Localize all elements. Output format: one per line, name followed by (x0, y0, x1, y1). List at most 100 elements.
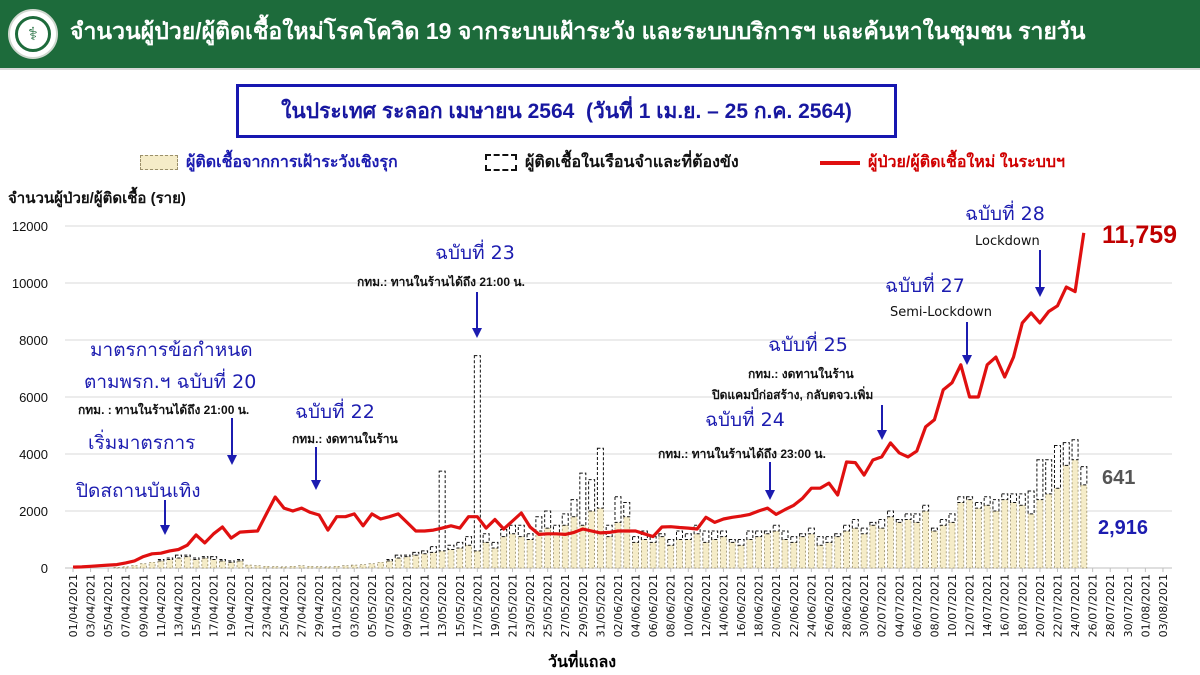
bar-proactive (755, 536, 762, 569)
bar-proactive (271, 566, 279, 569)
arrow-head-icon (472, 328, 482, 338)
bar-prison (236, 558, 244, 562)
bar-proactive (139, 563, 147, 569)
bar-prison (1027, 490, 1035, 515)
x-tick-label: 06/07/2021 (911, 574, 924, 637)
bar-prison (878, 519, 886, 529)
y-tick-label: 12000 (12, 219, 48, 234)
bar-prison (904, 513, 912, 521)
bar-proactive (887, 516, 894, 569)
x-tick-label: 09/04/2021 (137, 574, 150, 637)
bar-proactive (236, 560, 244, 569)
bar-prison (684, 533, 692, 540)
bar-proactive (1001, 499, 1009, 569)
bar-proactive (957, 502, 965, 569)
bar-prison (421, 550, 429, 555)
bar-prison (517, 524, 525, 538)
bar-prison (623, 501, 631, 518)
x-tick-label: 31/05/2021 (594, 574, 607, 637)
x-tick-label: 20/07/2021 (1034, 574, 1047, 637)
bar-proactive (702, 541, 710, 569)
y-tick-label: 8000 (19, 333, 48, 348)
chart-subtitle-box: ในประเทศ ระลอก เมษายน 2564 (วันที่ 1 เม.… (236, 84, 897, 138)
x-tick-label: 08/07/2021 (928, 574, 941, 637)
bar-proactive (570, 516, 578, 569)
x-tick-label: 28/07/2021 (1104, 574, 1117, 637)
x-tick-label: 17/05/2021 (471, 574, 484, 637)
bar-proactive (808, 533, 815, 569)
x-tick-label: 12/06/2021 (700, 574, 713, 637)
bar-proactive (561, 524, 569, 569)
bar-proactive (175, 557, 182, 569)
x-tick-label: 05/04/2021 (102, 574, 115, 637)
x-tick-label: 11/05/2021 (419, 574, 432, 637)
x-tick-label: 03/04/2021 (85, 574, 98, 637)
y-tick-label: 6000 (19, 390, 48, 405)
arrow-head-icon (227, 455, 237, 465)
bar-proactive (790, 541, 798, 569)
x-tick-label: 04/06/2021 (630, 574, 643, 637)
bar-proactive (640, 539, 648, 569)
bar-prison (526, 533, 534, 540)
annotation-decree25-note1: กทม.: งดทานในร้าน (748, 367, 854, 381)
x-tick-label: 30/07/2021 (1122, 574, 1135, 637)
caduceus-icon: ⚕ (15, 16, 51, 52)
bar-prison (456, 541, 464, 549)
bar-proactive (667, 544, 675, 569)
x-tick-label: 25/04/2021 (278, 574, 291, 637)
x-tick-label: 28/06/2021 (841, 574, 854, 637)
bar-proactive (183, 556, 191, 569)
bar-prison (1071, 439, 1079, 461)
bar-prison (1036, 459, 1044, 501)
bar-prison (781, 530, 789, 541)
page-title: จำนวนผู้ป่วย/ผู้ติดเชื้อใหม่โรคโควิด 19 … (70, 18, 1086, 44)
bar-proactive (913, 522, 921, 569)
bar-proactive (465, 544, 472, 569)
bar-prison (535, 516, 543, 532)
bar-proactive (939, 524, 947, 569)
annotation-decree28-note: Lockdown (975, 234, 1040, 249)
bar-prison (737, 539, 745, 546)
bar-prison (174, 554, 182, 559)
bar-prison (570, 499, 578, 518)
bar-prison (183, 554, 191, 558)
bar-proactive (289, 565, 297, 569)
bar-proactive (535, 530, 543, 569)
annotation-decree20-line2: ตามพรก.ฯ ฉบับที่ 20 (84, 371, 257, 393)
bar-proactive (931, 530, 938, 569)
bar-proactive (1036, 499, 1044, 569)
bar-proactive (219, 560, 226, 569)
bar-proactive (122, 566, 130, 569)
bar-proactive (473, 550, 481, 569)
bar-proactive (623, 516, 631, 569)
bar-prison (719, 530, 727, 538)
bar-prison (886, 510, 894, 518)
x-tick-label: 10/06/2021 (682, 574, 695, 637)
bar-proactive (922, 510, 929, 569)
bar-proactive (377, 561, 384, 569)
bar-proactive (799, 536, 806, 569)
ministry-seal-logo: ⚕ (8, 9, 58, 59)
bar-proactive (860, 533, 868, 569)
bar-prison (667, 539, 675, 546)
annotation-decree24: ฉบับที่ 24 (705, 409, 785, 431)
bar-proactive (728, 541, 736, 569)
bar-proactive (1062, 465, 1070, 569)
bar-proactive (430, 551, 437, 569)
x-tick-label: 18/06/2021 (753, 574, 766, 637)
x-tick-label: 11/04/2021 (155, 574, 168, 637)
bar-prison (157, 558, 165, 562)
bar-proactive (711, 539, 719, 569)
bar-proactive (386, 560, 393, 569)
bar-proactive (720, 536, 727, 569)
x-tick-label: 23/04/2021 (260, 574, 273, 637)
bar-proactive (517, 536, 525, 569)
x-tick-label: 30/06/2021 (858, 574, 871, 637)
latest-prison-cases-label: 641 (1102, 467, 1136, 489)
latest-proactive-cases-label: 2,916 (1098, 517, 1149, 539)
bar-prison (974, 501, 982, 509)
bar-prison (166, 557, 174, 560)
legend-label-proactive: ผู้ติดเชื้อจากการเฝ้าระวังเชิงรุก (186, 154, 398, 171)
x-tick-label: 07/05/2021 (383, 574, 396, 637)
legend-item-proactive: ผู้ติดเชื้อจากการเฝ้าระวังเชิงรุก (140, 150, 398, 175)
